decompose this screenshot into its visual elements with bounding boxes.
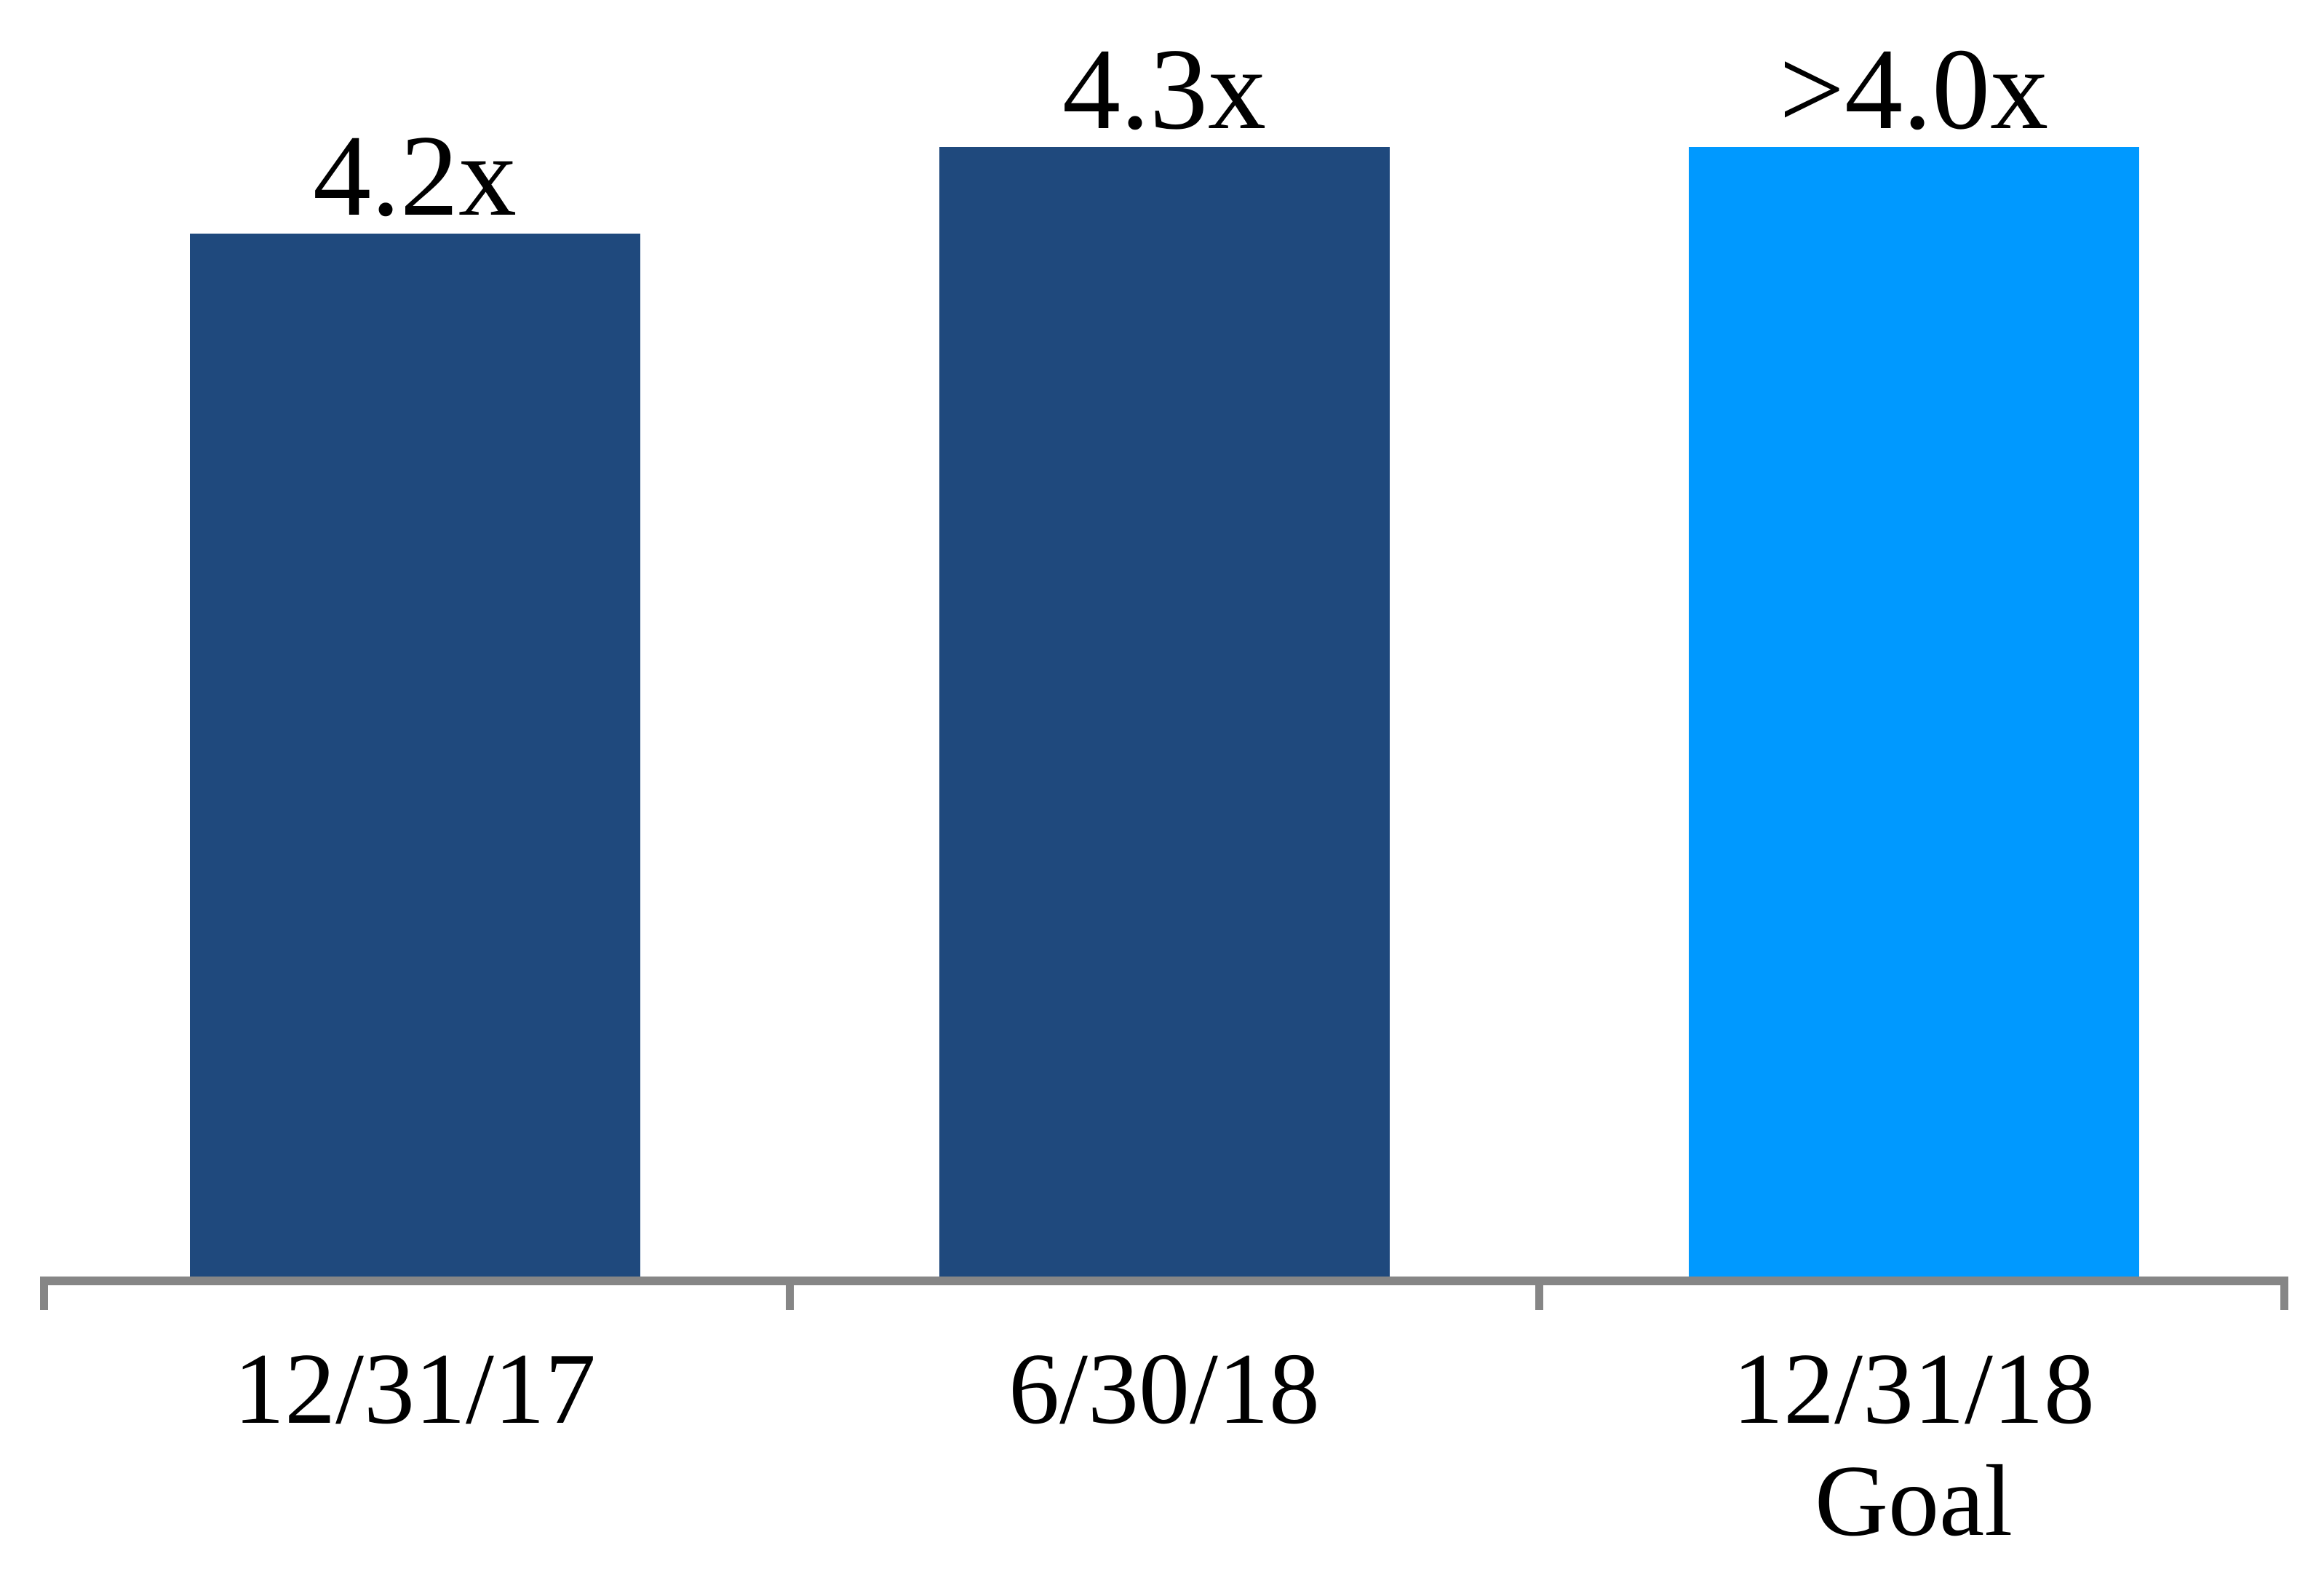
bar-column-6-30-18: 4.3x <box>789 31 1539 1277</box>
bar-column-12-31-17: 4.2x <box>40 117 789 1277</box>
x-axis-label-line: Goal <box>1814 1445 2013 1557</box>
bar-column-12-31-18-goal: >4.0x <box>1539 31 2288 1277</box>
x-axis-label-6-30-18: 6/30/18 <box>789 1333 1539 1445</box>
bar-6-30-18 <box>939 147 1390 1277</box>
x-axis-label-12-31-17: 12/31/17 <box>40 1333 789 1445</box>
bar-12-31-18-goal <box>1688 147 2139 1277</box>
x-axis-label-line: 12/31/18 <box>1732 1333 2095 1445</box>
x-axis-label-line: 6/30/18 <box>1008 1333 1320 1445</box>
x-axis-tick <box>40 1277 48 1310</box>
x-axis-line <box>40 1277 2288 1285</box>
value-label-12-31-17: 4.2x <box>313 111 517 240</box>
x-axis-label-line: 12/31/17 <box>234 1333 596 1445</box>
bar-12-31-17 <box>189 234 640 1277</box>
x-axis-tick <box>786 1277 794 1310</box>
value-label-6-30-18: 4.3x <box>1062 24 1266 154</box>
x-axis-tick <box>2280 1277 2288 1310</box>
x-axis-tick <box>1535 1277 1543 1310</box>
x-axis-label-12-31-18-goal: 12/31/18 Goal <box>1539 1333 2288 1557</box>
value-label-12-31-18-goal: >4.0x <box>1778 24 2049 154</box>
